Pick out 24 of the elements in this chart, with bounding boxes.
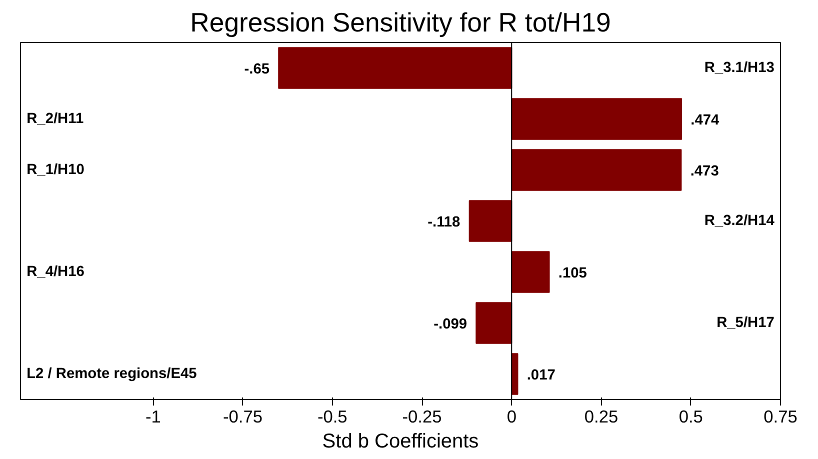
y-tick-label: L2 / Remote regions/E45 <box>26 366 197 382</box>
y-tick-label: R_1/H10 <box>26 162 84 178</box>
x-tick-label: -0.75 <box>223 406 263 426</box>
x-tick-label: 0 <box>506 406 516 426</box>
data-label: .105 <box>558 266 587 282</box>
x-tick-label: -1 <box>145 406 161 426</box>
data-label: -.099 <box>434 316 468 332</box>
x-tick-label: -0.25 <box>402 406 442 426</box>
x-tick-label: 0.5 <box>678 406 703 426</box>
y-tick-label: R_4/H16 <box>26 264 84 280</box>
y-tick-label: R_2/H11 <box>26 111 84 127</box>
data-label: .473 <box>690 164 719 180</box>
x-tick-label: -0.5 <box>317 406 348 426</box>
data-label: -.118 <box>428 214 460 230</box>
x-tick-label: 0.75 <box>764 406 798 426</box>
y-tick-label: R_3.2/H14 <box>704 213 776 229</box>
y-tick-label: R_3.1/H13 <box>704 60 774 76</box>
x-axis-title: Std b Coefficients <box>322 430 479 452</box>
data-label: .474 <box>690 112 720 128</box>
data-label: -.65 <box>244 62 270 78</box>
chart-title: Regression Sensitivity for R tot/H19 <box>190 8 611 38</box>
x-tick-label: 0.25 <box>584 406 618 426</box>
data-label: .017 <box>526 368 556 384</box>
y-tick-label: R_5/H17 <box>716 315 774 331</box>
